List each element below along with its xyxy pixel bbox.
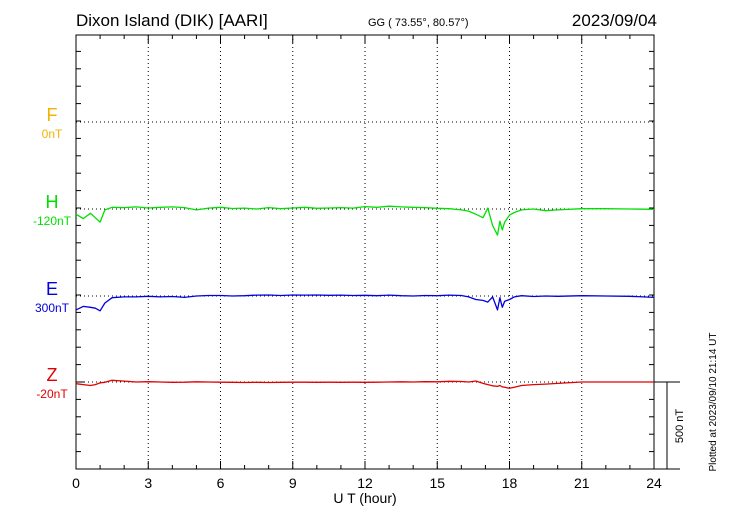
component-baseline: 0nT — [42, 127, 63, 141]
x-axis-label: U T (hour) — [333, 490, 396, 506]
x-tick-label: 9 — [289, 475, 297, 491]
x-tick-label: 6 — [217, 475, 225, 491]
scale-label: 500 nT — [674, 409, 686, 444]
series-e-line — [75, 294, 655, 312]
component-letter: E — [46, 279, 58, 299]
x-tick-label: 3 — [144, 475, 152, 491]
x-tick-labels: 0 3 6 9 12 15 18 21 24 — [72, 475, 662, 491]
plotted-at-note: Plotted at 2023/09/10 21:14 UT — [708, 333, 719, 472]
component-letter: Z — [47, 365, 58, 385]
axis-ticks — [75, 35, 655, 470]
series-lines — [75, 205, 655, 389]
x-tick-label: 15 — [429, 475, 445, 491]
scale-bar: 500 nT — [654, 381, 686, 470]
component-letter: H — [46, 192, 59, 212]
x-tick-label: 0 — [72, 475, 80, 491]
component-labels: F 0nT H -120nT E 300nT Z -20nT — [33, 105, 72, 401]
series-z-line — [75, 379, 654, 389]
component-baseline: 300nT — [35, 301, 70, 315]
grid — [76, 35, 654, 469]
station-title: Dixon Island (DIK) [AARI] — [76, 11, 268, 30]
x-tick-label: 12 — [357, 475, 373, 491]
x-tick-label: 21 — [574, 475, 590, 491]
component-baseline: -20nT — [36, 387, 68, 401]
component-letter: F — [47, 105, 58, 125]
date-label: 2023/09/04 — [572, 11, 657, 30]
component-baseline: -120nT — [33, 214, 72, 228]
x-tick-label: 18 — [502, 475, 518, 491]
station-coords: GG ( 73.55°, 80.57°) — [368, 17, 469, 29]
series-h-line — [75, 205, 655, 236]
x-tick-label: 24 — [646, 475, 662, 491]
